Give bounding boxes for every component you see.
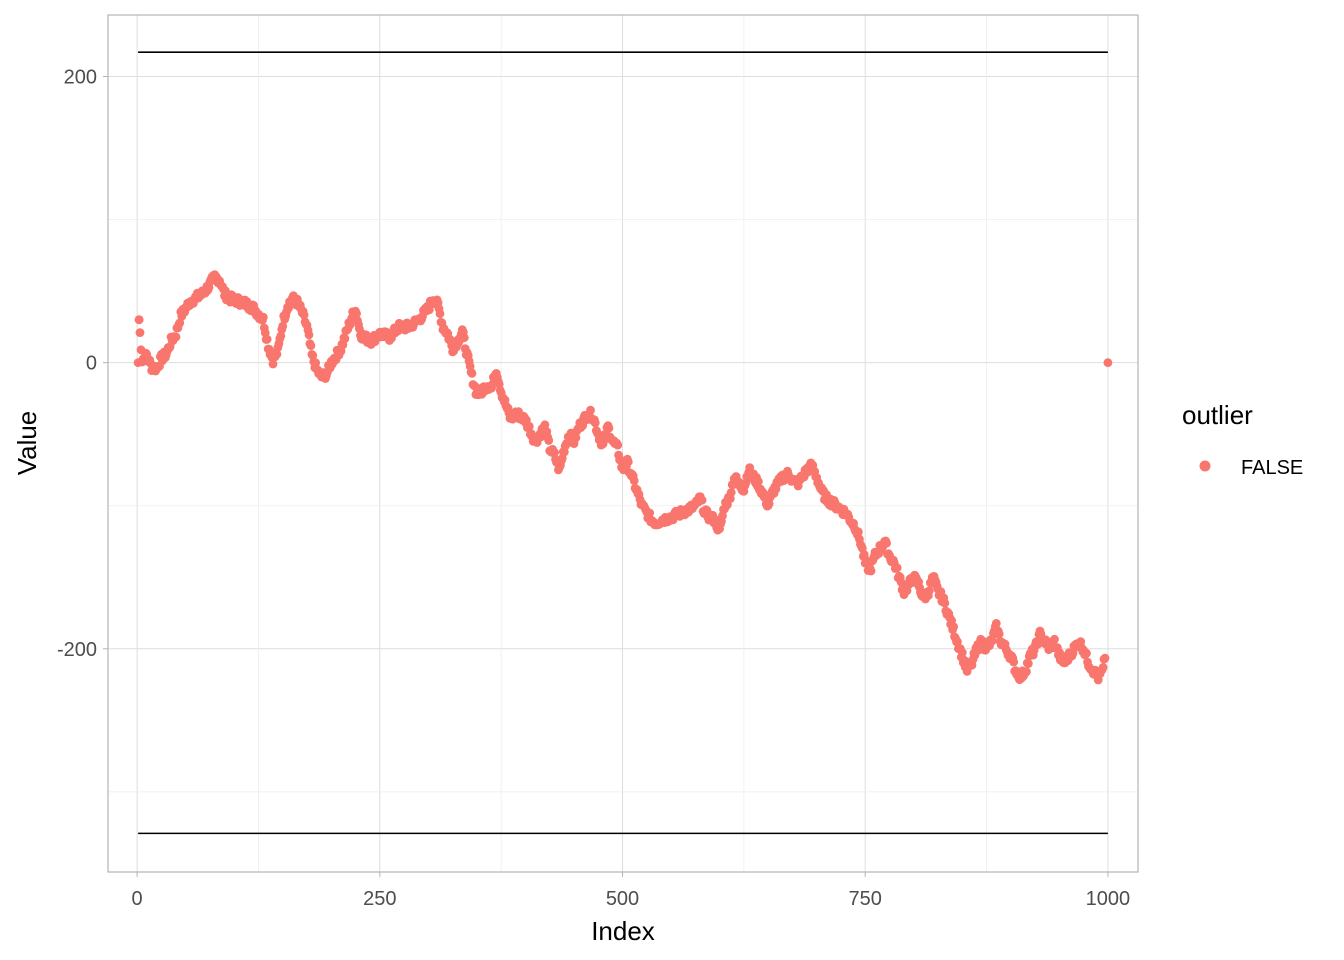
y-tick-label-1: 0 <box>86 353 97 375</box>
data-point <box>258 312 268 322</box>
data-point <box>940 598 950 608</box>
data-point <box>340 334 350 343</box>
data-point <box>524 421 534 431</box>
x-axis-title: Index <box>591 916 655 946</box>
data-point <box>957 648 967 657</box>
data-point <box>892 563 902 573</box>
data-point <box>882 538 891 548</box>
data-point <box>629 476 639 485</box>
x-tick-label-0: 0 <box>132 888 143 910</box>
legend-title: outlier <box>1182 400 1253 430</box>
data-point <box>550 448 559 457</box>
data-point <box>1022 667 1031 676</box>
data-point <box>276 331 286 341</box>
data-point <box>1103 358 1113 368</box>
x-tick-label-4: 1000 <box>1086 888 1131 910</box>
data-point <box>866 566 876 576</box>
data-point <box>540 420 550 430</box>
data-point <box>1100 653 1110 663</box>
data-point <box>133 358 143 368</box>
x-axis: 0 250 500 750 1000 <box>132 872 1131 910</box>
data-point <box>726 488 736 497</box>
data-point <box>604 423 614 433</box>
data-point <box>262 334 272 344</box>
legend: outlier FALSE <box>1182 400 1303 479</box>
legend-label-false: FALSE <box>1241 457 1303 479</box>
data-point <box>1023 659 1033 668</box>
data-point <box>278 321 288 331</box>
data-point <box>299 310 309 320</box>
x-tick-label-3: 750 <box>849 888 882 910</box>
data-point <box>949 622 958 632</box>
data-point <box>352 309 361 318</box>
data-point <box>645 508 655 518</box>
data-point <box>467 369 477 378</box>
reference-lines <box>138 51 1108 835</box>
y-tick-label-2: 200 <box>64 67 97 89</box>
data-point <box>1009 657 1019 667</box>
data-point <box>590 418 600 428</box>
data-point <box>854 527 863 537</box>
data-point <box>994 629 1004 639</box>
data-point <box>616 455 625 465</box>
data-point <box>571 433 581 443</box>
y-axis-title: Value <box>12 411 42 476</box>
data-point <box>586 405 595 415</box>
data-point <box>1098 663 1108 672</box>
x-tick-label-2: 500 <box>606 888 639 910</box>
data-point <box>171 332 181 342</box>
x-tick-label-1: 250 <box>363 888 396 910</box>
grid-major <box>108 15 1138 872</box>
data-point <box>745 463 755 472</box>
data-point <box>306 341 316 350</box>
data-points <box>133 270 1113 685</box>
data-point <box>988 636 997 646</box>
y-tick-label-0: -200 <box>57 639 97 661</box>
data-point <box>459 333 469 343</box>
y-axis: -200 0 200 <box>57 67 108 661</box>
data-point <box>991 619 1001 628</box>
data-point <box>1082 648 1091 658</box>
legend-key-false <box>1199 460 1211 472</box>
data-point <box>435 309 445 319</box>
data-point <box>953 637 962 646</box>
data-point <box>272 349 282 359</box>
data-point <box>697 495 707 505</box>
data-point <box>134 315 144 325</box>
data-point <box>623 457 633 467</box>
data-point <box>268 359 278 369</box>
data-point <box>135 328 145 337</box>
data-point <box>613 440 623 450</box>
data-point <box>544 436 554 445</box>
grid-minor <box>108 15 1138 872</box>
data-point <box>754 477 763 486</box>
data-point <box>304 330 314 340</box>
data-point <box>924 586 934 596</box>
data-point <box>1050 634 1059 644</box>
